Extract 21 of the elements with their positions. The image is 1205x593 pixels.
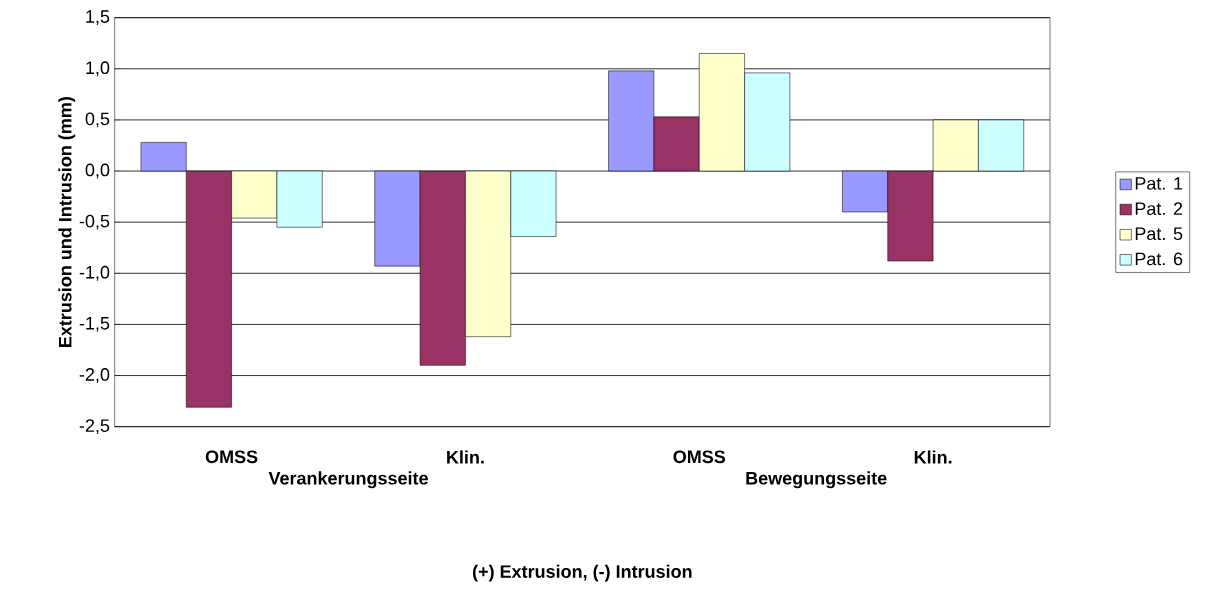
x-tick-label: OMSS (205, 450, 258, 464)
y-tick-label: -1,0 (79, 265, 110, 281)
text: Verankerungsseite (268, 471, 428, 489)
y-tick-label: -2,0 (79, 368, 110, 383)
x-tick-label: Klin. (914, 450, 952, 464)
y-tick-label: 1,0 (86, 61, 110, 77)
y-axis-title: Extrusion und Intrusion (mm) (58, 97, 76, 347)
legend-label: Pat. 1 (1135, 177, 1183, 190)
y-tick-label: 0,0 (85, 163, 110, 179)
y-tick-label: -2,5 (79, 419, 110, 435)
y-tick-label: 0,5 (85, 112, 110, 128)
y-tick-label: 1,5 (86, 10, 110, 26)
text: (+) Extrusion, (-) Intrusion (472, 564, 692, 582)
y-tick-label: -0,5 (79, 214, 110, 230)
legend-label: Pat. 5 (1135, 227, 1183, 241)
y-tick-label: -1,5 (79, 317, 110, 332)
x-tick-label: Klin. (447, 450, 484, 464)
x-tick-label: OMSS (673, 450, 726, 464)
text: Bewegungsseite (746, 471, 887, 489)
legend-label: Pat. 6 (1135, 252, 1183, 266)
legend-label: Pat. 2 (1135, 202, 1183, 215)
